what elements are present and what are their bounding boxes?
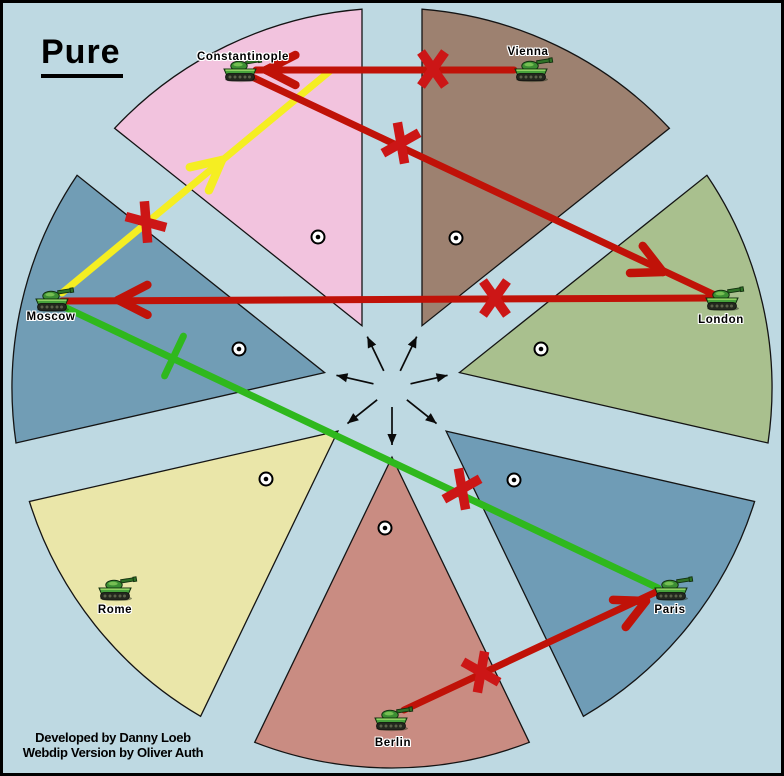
order-move-arrow <box>252 49 518 90</box>
arrowhead-icon <box>638 241 668 277</box>
arrowhead-icon <box>113 280 152 305</box>
army-tank-icon[interactable] <box>514 57 554 83</box>
center-arrow-head-icon <box>407 336 417 349</box>
supply-center-marker <box>231 341 247 357</box>
failed-order-x-icon <box>380 121 422 165</box>
variant-title: Pure <box>41 33 123 78</box>
supply-center-marker <box>533 341 549 357</box>
army-tank-icon[interactable] <box>223 57 263 83</box>
territory-rome[interactable] <box>28 430 340 718</box>
city-label-berlin: Berlin <box>374 737 412 749</box>
failed-order-x-icon <box>479 278 511 318</box>
arrowhead-icon <box>625 267 668 278</box>
city-label-constantinople: Constantinople <box>196 51 290 63</box>
army-tank-icon[interactable] <box>374 706 414 732</box>
city-label-vienna: Vienna <box>507 46 549 58</box>
support-tick <box>161 332 187 380</box>
arrowhead-icon <box>608 595 651 606</box>
supply-center-marker <box>258 471 274 487</box>
territory-berlin[interactable] <box>253 455 531 769</box>
territory-london[interactable] <box>457 174 773 444</box>
center-arrow-head-icon <box>435 373 448 383</box>
arrowhead-icon <box>261 50 300 75</box>
arrowhead-icon <box>185 155 227 172</box>
failed-order-x-icon <box>441 467 483 511</box>
order-move-arrow <box>400 588 660 714</box>
order-move-arrow <box>246 72 721 300</box>
army-tank-icon[interactable] <box>35 287 75 313</box>
credits-line-2: Webdip Version by Oliver Auth <box>22 745 204 760</box>
army-tank-icon[interactable] <box>705 286 745 312</box>
territory-paris[interactable] <box>444 430 756 718</box>
center-arrow-head-icon <box>367 336 377 349</box>
army-tank-icon[interactable] <box>98 576 138 602</box>
center-direction-arrows <box>336 336 448 445</box>
arrowhead-icon <box>204 155 227 195</box>
order-move-arrow <box>58 278 714 320</box>
arrowhead-icon <box>621 596 651 632</box>
army-tank-icon[interactable] <box>654 576 694 602</box>
center-arrow-head-icon <box>425 413 437 424</box>
order-line <box>400 588 660 714</box>
territory-moscow[interactable] <box>11 174 327 444</box>
failed-order-x-icon <box>124 200 168 244</box>
order-line <box>56 301 662 592</box>
center-arrow-head-icon <box>347 413 359 424</box>
center-arrow-head-icon <box>336 373 349 383</box>
supply-center-marker <box>377 520 393 536</box>
order-support-arrow <box>58 67 334 297</box>
order-line <box>58 294 714 305</box>
center-arrow-head-icon <box>387 434 397 445</box>
failed-order-x-icon <box>417 49 449 89</box>
supply-center-marker <box>310 229 326 245</box>
order-move-line <box>56 301 662 592</box>
arrowhead-icon <box>113 295 152 320</box>
city-label-rome: Rome <box>97 604 133 616</box>
credits-line-1: Developed by Danny Loeb <box>35 730 191 745</box>
supply-center-marker <box>506 472 522 488</box>
supply-center-marker <box>448 230 464 246</box>
territory-vienna[interactable] <box>421 8 671 328</box>
city-label-moscow: Moscow <box>26 311 76 323</box>
city-label-london: London <box>698 314 744 326</box>
arrowhead-icon <box>261 65 300 90</box>
map-canvas <box>3 3 781 773</box>
city-label-paris: Paris <box>654 604 686 616</box>
credits: Developed by Danny Loeb Webdip Version b… <box>13 730 213 760</box>
territory-constantinople[interactable] <box>113 8 363 328</box>
order-line <box>58 67 334 297</box>
order-line <box>246 72 721 300</box>
failed-order-x-icon <box>460 650 502 694</box>
